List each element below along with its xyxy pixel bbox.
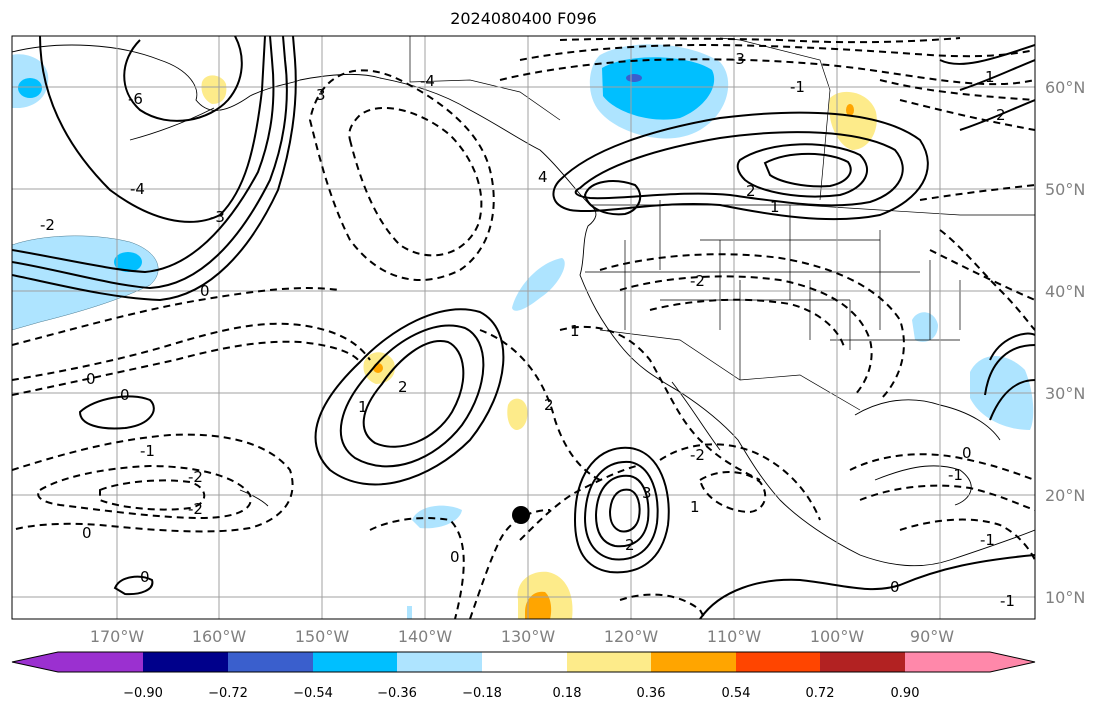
contour-label: 0 bbox=[450, 548, 460, 566]
map-title: 2024080400 F096 bbox=[450, 9, 597, 28]
contour-label: -1 bbox=[790, 78, 805, 96]
contour-label: -1 bbox=[1000, 592, 1015, 610]
colorbar-tick-label: 0.36 bbox=[637, 686, 666, 701]
map-frame bbox=[11, 35, 1036, 620]
contour-label: 2 bbox=[544, 396, 554, 414]
contour-label: 1 bbox=[985, 68, 995, 86]
contour-label: 0 bbox=[82, 524, 92, 542]
contour-label: 0 bbox=[962, 444, 972, 462]
colorbar-tick-label: −0.36 bbox=[377, 686, 417, 701]
colorbar-swatch bbox=[228, 652, 314, 672]
lon-label: 90°W bbox=[910, 627, 954, 646]
contour-label: 0 bbox=[140, 568, 150, 586]
colorbar-swatch bbox=[313, 652, 399, 672]
contour-label: 1 bbox=[570, 322, 580, 340]
contour-label: 0 bbox=[200, 282, 210, 300]
contour-label: -4 bbox=[420, 72, 435, 90]
contour-labels: 0 0 0 0 0 0 0 0 -1 -1 -1 -1 -1 -2 -2 -2 … bbox=[40, 50, 1015, 610]
contour-label: -2 bbox=[188, 468, 203, 486]
contour-label: -1 bbox=[948, 466, 963, 484]
gridlines bbox=[12, 36, 1035, 619]
lat-label: 10°N bbox=[1045, 588, 1085, 607]
colorbar-tick-label: 0.72 bbox=[806, 686, 835, 701]
colorbar-tick-label: 0.90 bbox=[891, 686, 920, 701]
storm-position-marker bbox=[512, 506, 530, 524]
contour-label: -3 bbox=[210, 208, 225, 226]
colorbar-tick-label: −0.90 bbox=[123, 686, 163, 701]
colorbar-extend-low bbox=[12, 652, 58, 672]
lon-label: 110°W bbox=[707, 627, 762, 646]
contour-label: -1 bbox=[980, 531, 995, 549]
colorbar-extend-high bbox=[990, 652, 1035, 672]
colorbar-swatch bbox=[482, 652, 568, 672]
colorbar-swatch bbox=[905, 652, 990, 672]
shaded-anomalies bbox=[12, 44, 1034, 619]
contour-label: 3 bbox=[316, 86, 326, 104]
coastlines bbox=[12, 44, 1035, 567]
colorbar-tick-label: 0.18 bbox=[553, 686, 582, 701]
contour-label: -2 bbox=[690, 272, 705, 290]
lon-label: 100°W bbox=[810, 627, 865, 646]
colorbar-swatch bbox=[567, 652, 653, 672]
lon-label: 120°W bbox=[604, 627, 659, 646]
lon-label: 140°W bbox=[398, 627, 453, 646]
contour-label: -2 bbox=[188, 500, 203, 518]
contour-label: 1 bbox=[690, 498, 700, 516]
map-panel: 0 0 0 0 0 0 0 0 -1 -1 -1 -1 -1 -2 -2 -2 … bbox=[12, 36, 1035, 619]
colorbar-swatch bbox=[397, 652, 483, 672]
colorbar-swatch bbox=[58, 652, 144, 672]
lon-label: 150°W bbox=[295, 627, 350, 646]
lat-label: 60°N bbox=[1045, 78, 1085, 97]
latitude-labels: 60°N 50°N 40°N 30°N 20°N 10°N bbox=[1045, 78, 1085, 607]
colorbar-tick-label: 0.54 bbox=[722, 686, 751, 701]
contour-label: 1 bbox=[358, 398, 368, 416]
contour-label: -2 bbox=[40, 216, 55, 234]
contour-label: 2 bbox=[746, 182, 756, 200]
positive-contours bbox=[12, 36, 1035, 619]
contour-label: -2 bbox=[690, 446, 705, 464]
lon-label: 130°W bbox=[501, 627, 556, 646]
lat-label: 30°N bbox=[1045, 384, 1085, 403]
colorbar-tick-label: −0.54 bbox=[293, 686, 333, 701]
lon-label: 160°W bbox=[192, 627, 247, 646]
contour-label: 1 bbox=[770, 198, 780, 216]
lon-label: 170°W bbox=[90, 627, 145, 646]
political-borders bbox=[409, 36, 1035, 411]
colorbar-outline bbox=[11, 651, 1036, 673]
contour-label: 3 bbox=[642, 484, 652, 502]
colorbar-swatch bbox=[651, 652, 737, 672]
contour-label: 4 bbox=[538, 168, 548, 186]
contour-label: 2 bbox=[996, 106, 1006, 124]
negative-contours bbox=[12, 37, 1035, 619]
contour-label: 2 bbox=[398, 378, 408, 396]
contour-label: -1 bbox=[140, 442, 155, 460]
contour-label: -3 bbox=[730, 50, 745, 68]
contour-label: -6 bbox=[128, 90, 143, 108]
longitude-labels: 170°W 160°W 150°W 140°W 130°W 120°W 110°… bbox=[90, 627, 954, 646]
contour-label: 0 bbox=[120, 386, 130, 404]
contour-label: -4 bbox=[130, 180, 145, 198]
colorbar-tick-label: −0.72 bbox=[208, 686, 248, 701]
colorbar-tick-label: −0.18 bbox=[462, 686, 502, 701]
colorbar: −0.90 −0.72 −0.54 −0.36 −0.18 0.18 0.36 … bbox=[11, 651, 1036, 701]
colorbar-swatch bbox=[143, 652, 229, 672]
contour-label: 2 bbox=[625, 536, 635, 554]
lat-label: 40°N bbox=[1045, 282, 1085, 301]
lat-label: 20°N bbox=[1045, 486, 1085, 505]
colorbar-swatch bbox=[820, 652, 906, 672]
colorbar-swatch bbox=[736, 652, 822, 672]
lat-label: 50°N bbox=[1045, 180, 1085, 199]
contour-label: 0 bbox=[890, 578, 900, 596]
contour-label: 0 bbox=[86, 370, 96, 388]
